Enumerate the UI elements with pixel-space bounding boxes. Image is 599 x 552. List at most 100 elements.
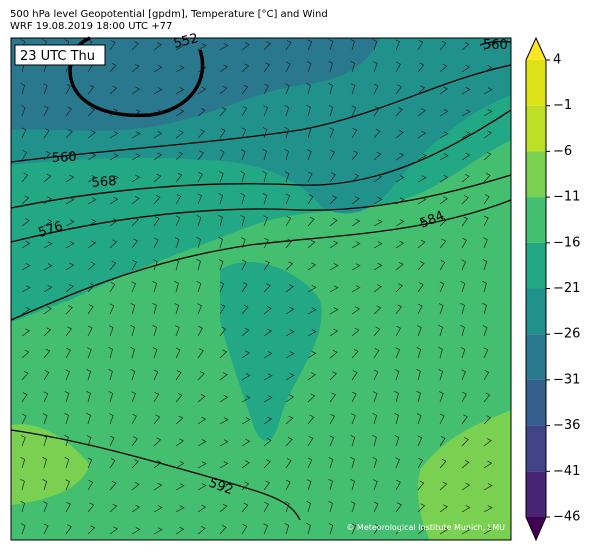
wind-barb (483, 194, 490, 205)
wind-barb (241, 63, 250, 73)
wind-barb (263, 501, 269, 513)
wind-barb (461, 459, 470, 469)
colorbar-tick-label: −46 (553, 510, 580, 525)
wind-barb (108, 369, 113, 381)
wind-barb (439, 436, 446, 447)
wind-barb (373, 479, 378, 491)
wind-barb (131, 391, 136, 403)
wind-barb (351, 306, 361, 315)
wind-barb (43, 150, 51, 161)
wind-barb (329, 307, 339, 315)
subtitle-line: WRF 19.08.2019 18:00 UTC +77 (10, 21, 172, 32)
wind-barb (21, 263, 31, 271)
wind-barb (416, 391, 421, 403)
wind-barb (263, 523, 269, 535)
wind-barb (328, 523, 334, 535)
wind-barb (21, 218, 30, 227)
wind-barb (241, 524, 248, 535)
wind-barb (285, 83, 290, 95)
wind-barb (307, 262, 317, 271)
wind-barb (87, 197, 97, 205)
wind-barb (197, 416, 207, 425)
wind-barb (417, 153, 427, 161)
wind-barb (395, 152, 405, 161)
wind-barb (153, 87, 163, 95)
wind-barb (373, 241, 383, 249)
region (11, 424, 90, 505)
wind-barb (87, 219, 97, 227)
wind-barb (373, 326, 381, 337)
wind-barb (351, 105, 357, 117)
wind-barb (263, 83, 269, 95)
wind-barb (417, 62, 425, 73)
wind-barb (394, 413, 399, 425)
wind-barb (21, 195, 30, 205)
wind-barb (219, 439, 229, 447)
colorbar-tick-label: −31 (553, 372, 580, 387)
wind-barb (395, 479, 401, 491)
wind-barb (438, 325, 443, 337)
wind-barb (439, 109, 449, 117)
wind-barb (417, 108, 426, 117)
wind-barb (20, 501, 25, 513)
wind-barb (175, 43, 185, 51)
wind-barb (329, 149, 335, 161)
wind-barb (131, 281, 136, 293)
colorbar-band (526, 242, 546, 289)
wind-barb (439, 217, 448, 227)
wind-barb (175, 505, 185, 513)
wind-barb (439, 63, 448, 73)
wind-barb (285, 351, 295, 359)
contour-label: 552 (172, 31, 200, 52)
wind-barb (417, 457, 424, 469)
wind-barb (65, 197, 75, 205)
wind-barb (197, 439, 207, 447)
wind-barb (197, 43, 207, 51)
wind-barb (86, 435, 92, 447)
wind-barb (241, 481, 250, 491)
wind-barb (241, 395, 251, 403)
wind-barb (109, 218, 118, 227)
wind-barb (43, 327, 52, 337)
wind-barb (87, 525, 96, 535)
wind-barb (350, 83, 356, 95)
wind-barb (218, 215, 223, 227)
wind-barb (285, 306, 295, 315)
wind-barb (460, 325, 465, 337)
wind-barb (218, 237, 223, 249)
wind-barb (153, 64, 163, 73)
wind-barb (64, 435, 69, 447)
wind-barb (372, 457, 378, 469)
wind-barb (417, 480, 425, 491)
wind-barb (241, 327, 250, 337)
colorbar-band (526, 151, 546, 198)
wind-barb (219, 349, 228, 359)
wind-barb (351, 241, 361, 249)
wind-barb (109, 85, 118, 95)
wind-barb (64, 457, 70, 469)
wind-barb (263, 373, 273, 381)
wind-barb (219, 461, 229, 469)
wind-barb (482, 259, 488, 271)
wind-barb (395, 84, 402, 95)
wind-barb (197, 483, 207, 491)
wind-barb (483, 527, 493, 535)
wind-barb (65, 174, 75, 183)
wind-barb (65, 106, 72, 117)
wind-barb (87, 152, 97, 161)
wind-barb (108, 347, 113, 359)
wind-barb (461, 505, 471, 513)
wind-barb (175, 215, 181, 227)
wind-barb (439, 196, 448, 205)
wind-barb (87, 130, 96, 139)
wind-barb (241, 282, 248, 293)
wind-barb (131, 196, 140, 205)
wind-barb (241, 259, 247, 271)
wind-barb (350, 457, 355, 469)
wind-barb (373, 83, 379, 95)
wind-barb (175, 87, 185, 95)
wind-barb (416, 369, 421, 381)
wind-barb (153, 527, 163, 535)
wind-barb (153, 460, 162, 469)
wind-barb (306, 501, 311, 513)
